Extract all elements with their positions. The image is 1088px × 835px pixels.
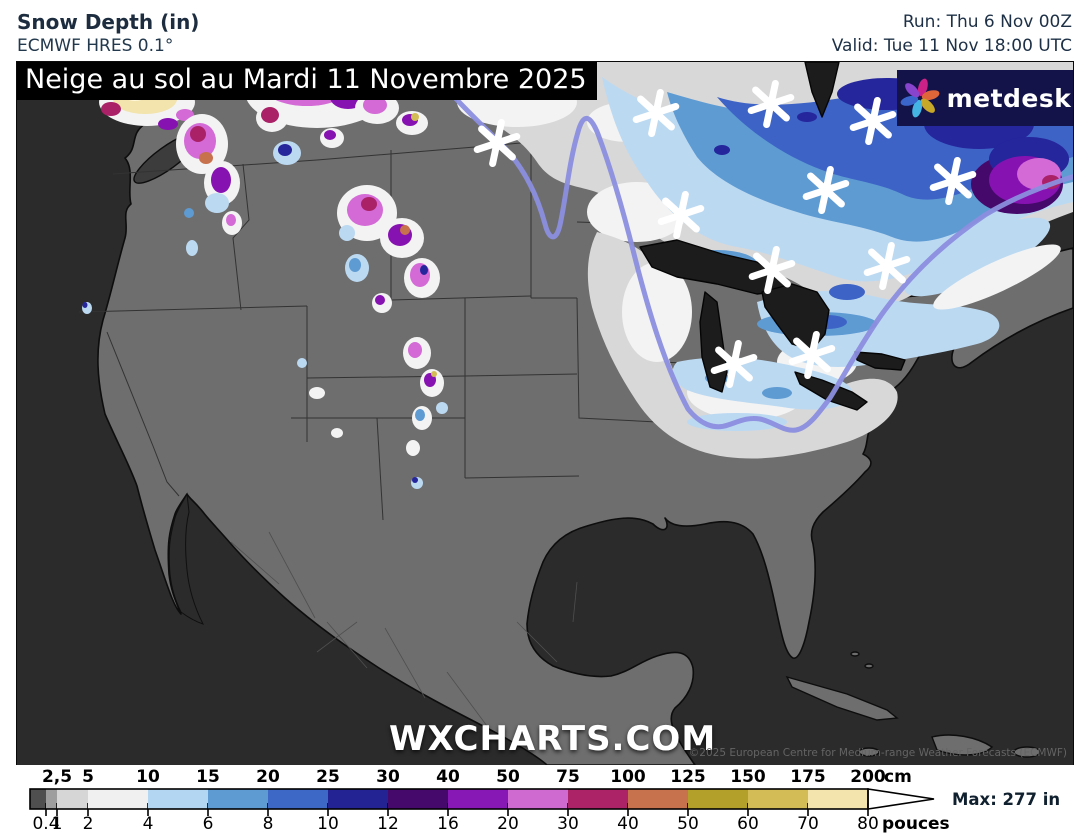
snowflake-icon bbox=[788, 330, 836, 380]
svg-text:12: 12 bbox=[377, 814, 399, 834]
svg-text:pouces: pouces bbox=[882, 814, 950, 834]
svg-text:8: 8 bbox=[263, 814, 274, 834]
lake-ontario bbox=[854, 351, 906, 371]
islands bbox=[133, 132, 1041, 758]
svg-text:20: 20 bbox=[497, 814, 519, 834]
svg-text:4: 4 bbox=[143, 814, 154, 834]
svg-text:25: 25 bbox=[316, 767, 340, 787]
svg-text:6: 6 bbox=[203, 814, 214, 834]
snowflake-icon bbox=[710, 339, 758, 389]
svg-text:200: 200 bbox=[850, 767, 886, 787]
svg-text:1: 1 bbox=[52, 814, 63, 834]
page-title: Snow Depth (in) bbox=[17, 10, 200, 34]
jamaica bbox=[858, 747, 880, 757]
snowflake-icon bbox=[632, 88, 680, 138]
mexico-borders bbox=[230, 531, 578, 727]
svg-text:175: 175 bbox=[790, 767, 826, 787]
snowflake-icon bbox=[863, 241, 911, 291]
snowflake-icon bbox=[657, 190, 705, 240]
map-svg bbox=[17, 62, 1073, 765]
snow-extent-line bbox=[420, 62, 1073, 433]
color-scale-legend: 0.4 2,5 1 5 2 10 4 15 6 20 8 25 10 30 12 40 16 50 20 75 30 10… bbox=[0, 765, 1088, 835]
bahamas-2 bbox=[864, 663, 874, 669]
svg-text:16: 16 bbox=[437, 814, 459, 834]
svg-text:75: 75 bbox=[556, 767, 580, 787]
valid-time-label: Valid: Tue 11 Nov 18:00 UTC bbox=[831, 36, 1072, 56]
svg-text:cm: cm bbox=[884, 767, 912, 787]
snowflake-icon bbox=[802, 165, 850, 215]
svg-text:80: 80 bbox=[857, 814, 879, 834]
weather-map: Neige au sol au Mardi 11 Novembre 2025 m… bbox=[16, 61, 1074, 766]
svg-text:70: 70 bbox=[797, 814, 819, 834]
bahamas bbox=[850, 651, 860, 657]
james-bay bbox=[804, 62, 840, 118]
snowflakes-layer bbox=[473, 79, 977, 389]
map-title-banner: Neige au sol au Mardi 11 Novembre 2025 bbox=[17, 62, 597, 100]
svg-text:30: 30 bbox=[376, 767, 400, 787]
cuba bbox=[785, 675, 899, 721]
run-time-label: Run: Thu 6 Nov 00Z bbox=[902, 12, 1072, 32]
svg-text:30: 30 bbox=[557, 814, 579, 834]
svg-text:Max: 277 in: Max: 277 in bbox=[952, 790, 1060, 809]
great-lakes bbox=[639, 62, 906, 411]
hispaniola bbox=[931, 734, 994, 756]
wxcharts-watermark: WXCHARTS.COM bbox=[389, 719, 717, 759]
gulf-of-california bbox=[168, 492, 204, 625]
svg-text:150: 150 bbox=[730, 767, 766, 787]
svg-text:50: 50 bbox=[677, 814, 699, 834]
svg-text:10: 10 bbox=[317, 814, 339, 834]
svg-text:2,5: 2,5 bbox=[42, 767, 72, 787]
svg-text:60: 60 bbox=[737, 814, 759, 834]
snowflake-icon bbox=[929, 156, 977, 206]
legend-svg: 0.42,51521041562082510301240165020753010… bbox=[29, 767, 1060, 834]
svg-text:40: 40 bbox=[617, 814, 639, 834]
svg-text:15: 15 bbox=[196, 767, 220, 787]
metdesk-logo-text: metdesk bbox=[946, 83, 1072, 113]
svg-text:10: 10 bbox=[136, 767, 160, 787]
snowflake-icon bbox=[473, 118, 521, 168]
snowflake-icon bbox=[849, 96, 897, 146]
snowflake-icon bbox=[748, 245, 796, 295]
svg-text:125: 125 bbox=[670, 767, 706, 787]
svg-text:0.4: 0.4 bbox=[32, 814, 59, 834]
svg-text:40: 40 bbox=[436, 767, 460, 787]
svg-text:5: 5 bbox=[82, 767, 94, 787]
svg-text:50: 50 bbox=[496, 767, 520, 787]
svg-text:20: 20 bbox=[256, 767, 280, 787]
snowflake-icon bbox=[747, 79, 795, 129]
metdesk-pinwheel-icon bbox=[900, 78, 939, 118]
puerto-rico bbox=[1013, 746, 1041, 758]
svg-text:2: 2 bbox=[83, 814, 94, 834]
svg-text:100: 100 bbox=[610, 767, 646, 787]
model-subtitle: ECMWF HRES 0.1° bbox=[17, 36, 174, 56]
lake-erie bbox=[794, 371, 868, 411]
lake-huron bbox=[761, 283, 830, 351]
metdesk-logo: metdesk bbox=[897, 70, 1073, 126]
header: Snow Depth (in) ECMWF HRES 0.1° Run: Thu… bbox=[0, 0, 1088, 62]
copyright-text: ©2025 European Centre for Medium-range W… bbox=[688, 747, 1067, 759]
